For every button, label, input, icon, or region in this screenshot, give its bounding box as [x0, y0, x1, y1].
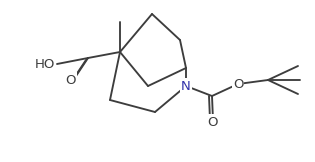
Text: O: O: [233, 77, 243, 91]
Text: O: O: [207, 116, 217, 128]
Text: HO: HO: [35, 58, 55, 70]
Text: O: O: [66, 74, 76, 87]
Text: N: N: [181, 80, 191, 93]
